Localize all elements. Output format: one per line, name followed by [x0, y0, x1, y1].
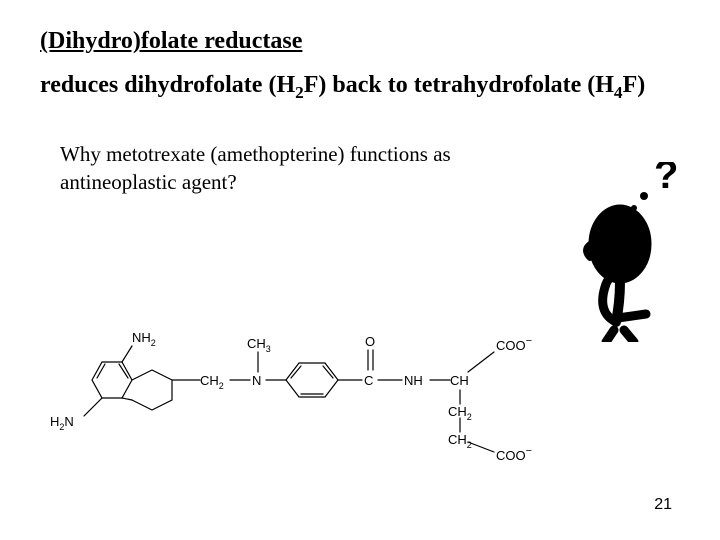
label-ch2b: CH2: [448, 432, 472, 450]
label-ch3: CH3: [247, 336, 271, 354]
label-ch2: CH2: [200, 373, 224, 391]
subtitle-part2: F) back to tetrahydrofolate (H: [304, 72, 614, 98]
subtitle-sub2: 4: [614, 83, 623, 102]
label-n: N: [252, 373, 261, 388]
question: Why metotrexate (amethopterine) function…: [60, 140, 490, 197]
subtitle: reduces dihydrofolate (H2F) back to tetr…: [40, 69, 680, 104]
label-nh2-top: NH2: [132, 330, 156, 348]
subtitle-part1: reduces dihydrofolate (H: [40, 72, 295, 98]
question-line1: Why metotrexate (amethopterine) function…: [60, 142, 451, 166]
subtitle-part3: F): [623, 72, 646, 98]
title: (Dihydro)folate reductase: [40, 28, 680, 55]
molecule-structure: NH2 H2N CH2 N CH3 C O NH CH COO− CH2 CH2…: [42, 300, 602, 470]
label-ch: CH: [450, 373, 469, 388]
page-number: 21: [654, 496, 672, 514]
label-c: C: [364, 373, 373, 388]
molecule-svg: NH2 H2N CH2 N CH3 C O NH CH COO− CH2 CH2…: [42, 300, 602, 470]
question-line2: antineoplastic agent?: [60, 170, 237, 194]
question-mark-icon: ?: [654, 162, 678, 197]
subtitle-sub1: 2: [295, 83, 304, 102]
label-coo1: COO−: [496, 335, 532, 353]
label-nh: NH: [404, 373, 423, 388]
label-o: O: [365, 334, 375, 349]
slide: (Dihydro)folate reductase reduces dihydr…: [0, 0, 720, 540]
label-coo2: COO−: [496, 445, 532, 463]
label-h2n: H2N: [50, 414, 74, 432]
